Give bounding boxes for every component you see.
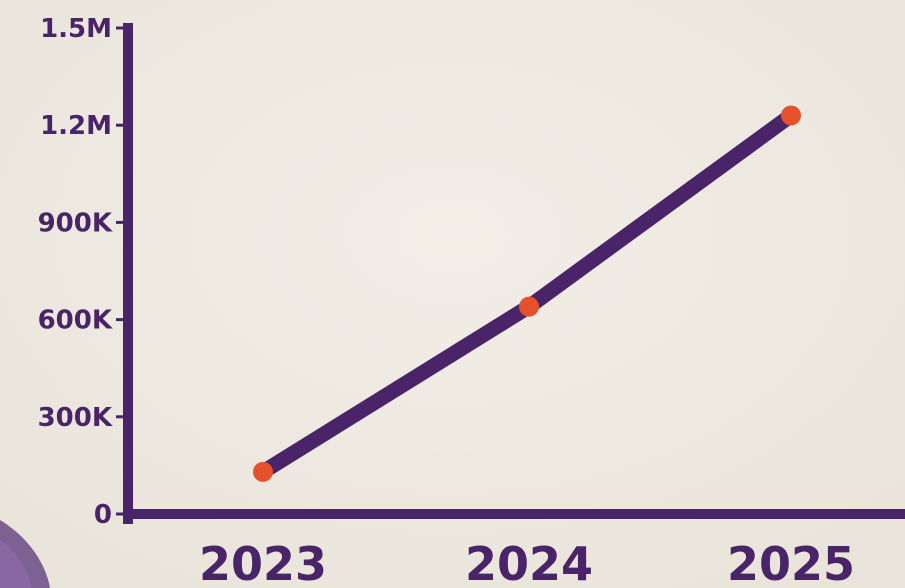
y-tick-label: 1.5M xyxy=(40,14,112,44)
x-axis-ticks: 2023 2024 2025 xyxy=(199,537,855,588)
y-tick-label: 600K xyxy=(38,306,113,336)
series-layer xyxy=(253,105,801,482)
y-tick-label: 900K xyxy=(38,208,113,238)
y-tick-label: 300K xyxy=(38,403,113,433)
data-point xyxy=(781,105,801,126)
axes xyxy=(123,23,905,524)
decorative-corner-swirl-inner xyxy=(0,540,32,588)
y-tick-label: 1.2M xyxy=(40,111,112,141)
y-tick-label: 0 xyxy=(94,500,112,530)
x-tick-label: 2023 xyxy=(199,537,327,588)
y-axis-ticks: 0 300K 600K 900K 1.2M 1.5M xyxy=(38,14,128,530)
data-point xyxy=(519,296,539,317)
x-tick-label: 2024 xyxy=(465,537,593,588)
x-tick-label: 2025 xyxy=(727,537,855,588)
data-point xyxy=(253,461,273,482)
